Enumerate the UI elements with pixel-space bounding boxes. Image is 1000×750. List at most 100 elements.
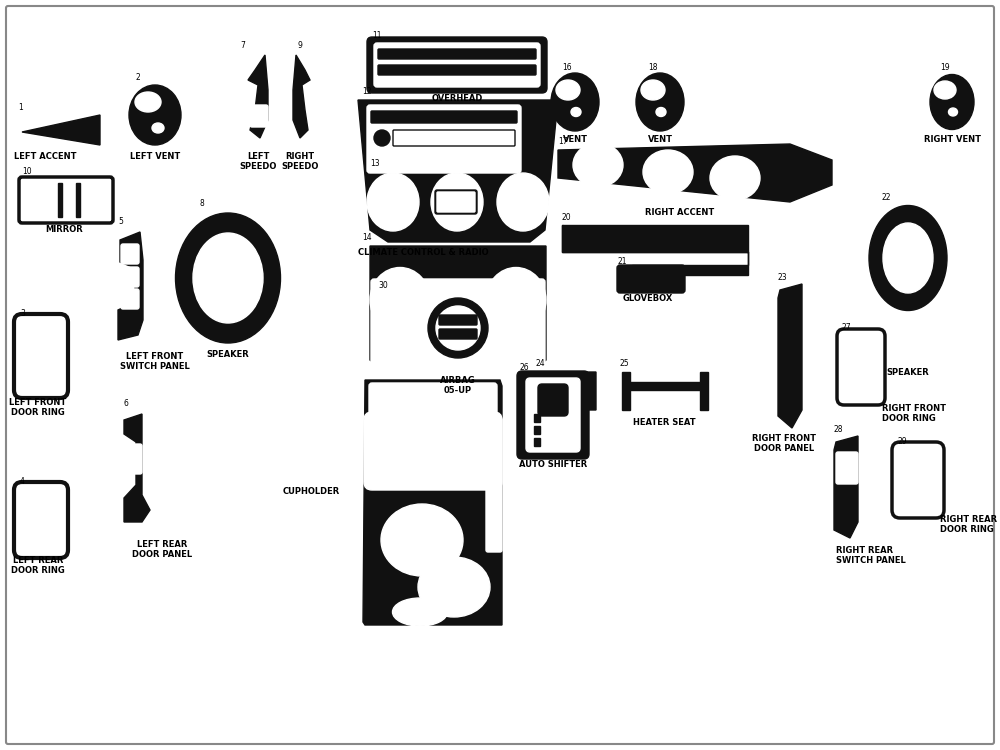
Ellipse shape — [641, 80, 665, 100]
Ellipse shape — [869, 206, 947, 310]
Polygon shape — [248, 55, 268, 138]
Text: 27: 27 — [842, 323, 852, 332]
Ellipse shape — [152, 123, 164, 133]
Polygon shape — [76, 183, 80, 217]
Text: LEFT FRONT
DOOR RING: LEFT FRONT DOOR RING — [9, 398, 67, 418]
FancyBboxPatch shape — [121, 244, 139, 264]
Text: MIRROR: MIRROR — [45, 225, 83, 234]
Text: 1: 1 — [18, 103, 23, 112]
Text: 4: 4 — [20, 477, 25, 486]
Polygon shape — [363, 380, 502, 625]
Text: 12: 12 — [362, 87, 372, 96]
Text: 14: 14 — [362, 233, 372, 242]
Text: VENT: VENT — [648, 135, 672, 144]
Text: 22: 22 — [882, 193, 892, 202]
FancyBboxPatch shape — [837, 329, 885, 405]
Text: LEFT ACCENT: LEFT ACCENT — [14, 152, 76, 161]
Text: SPEAKER: SPEAKER — [887, 368, 929, 377]
Text: 11: 11 — [372, 31, 382, 40]
Text: AIRBAG
05-UP: AIRBAG 05-UP — [440, 376, 476, 395]
FancyBboxPatch shape — [892, 442, 944, 518]
Text: 28: 28 — [834, 425, 844, 434]
Ellipse shape — [656, 107, 666, 116]
Text: LEFT VENT: LEFT VENT — [130, 152, 180, 161]
FancyBboxPatch shape — [371, 111, 517, 123]
FancyBboxPatch shape — [19, 177, 113, 223]
Ellipse shape — [392, 598, 448, 626]
FancyBboxPatch shape — [369, 383, 497, 417]
Polygon shape — [370, 246, 546, 372]
Text: RIGHT REAR
DOOR RING: RIGHT REAR DOOR RING — [940, 515, 997, 535]
Ellipse shape — [436, 306, 480, 350]
Text: LEFT REAR
DOOR RING: LEFT REAR DOOR RING — [11, 556, 65, 575]
FancyBboxPatch shape — [517, 371, 589, 459]
Ellipse shape — [556, 80, 580, 100]
FancyBboxPatch shape — [486, 418, 502, 552]
Polygon shape — [558, 144, 832, 202]
Text: 23: 23 — [778, 273, 788, 282]
FancyBboxPatch shape — [364, 412, 502, 490]
Text: 13: 13 — [370, 159, 380, 168]
FancyBboxPatch shape — [393, 130, 515, 146]
Text: 16: 16 — [562, 63, 572, 72]
Ellipse shape — [381, 504, 463, 576]
FancyBboxPatch shape — [617, 265, 685, 293]
FancyBboxPatch shape — [538, 384, 568, 416]
Polygon shape — [622, 372, 708, 410]
Ellipse shape — [418, 557, 490, 617]
Text: RIGHT FRONT
DOOR RING: RIGHT FRONT DOOR RING — [882, 404, 946, 424]
Text: GLOVEBOX: GLOVEBOX — [623, 294, 673, 303]
FancyBboxPatch shape — [836, 452, 858, 484]
Polygon shape — [562, 225, 748, 275]
Text: LEFT REAR
DOOR PANEL: LEFT REAR DOOR PANEL — [132, 540, 192, 560]
Ellipse shape — [374, 130, 390, 146]
Polygon shape — [562, 225, 748, 252]
FancyBboxPatch shape — [121, 289, 139, 309]
Text: 5: 5 — [118, 217, 123, 226]
Text: 29: 29 — [898, 437, 908, 446]
Text: 9: 9 — [298, 41, 303, 50]
Ellipse shape — [367, 173, 419, 231]
Ellipse shape — [930, 74, 974, 130]
Ellipse shape — [370, 268, 430, 332]
Ellipse shape — [934, 81, 956, 99]
Text: HEATER SEAT: HEATER SEAT — [633, 418, 695, 427]
Text: AUTO SHIFTER: AUTO SHIFTER — [519, 460, 587, 469]
Polygon shape — [778, 284, 802, 428]
FancyBboxPatch shape — [367, 37, 547, 93]
Ellipse shape — [710, 156, 760, 200]
FancyBboxPatch shape — [439, 329, 477, 339]
FancyBboxPatch shape — [250, 105, 268, 127]
Text: LEFT
SPEEDO: LEFT SPEEDO — [239, 152, 277, 172]
Text: CLIMATE CONTROL & RADIO: CLIMATE CONTROL & RADIO — [358, 248, 489, 257]
Ellipse shape — [431, 173, 483, 231]
Text: RIGHT ACCENT: RIGHT ACCENT — [645, 208, 715, 217]
FancyBboxPatch shape — [367, 105, 521, 173]
Text: LEFT FRONT
SWITCH PANEL: LEFT FRONT SWITCH PANEL — [120, 352, 190, 371]
Text: 30: 30 — [378, 281, 388, 290]
Text: 6: 6 — [124, 399, 129, 408]
FancyBboxPatch shape — [437, 192, 475, 212]
Text: 15: 15 — [364, 367, 374, 376]
FancyBboxPatch shape — [14, 314, 68, 398]
Polygon shape — [293, 55, 310, 138]
Polygon shape — [58, 183, 62, 217]
Ellipse shape — [883, 223, 933, 293]
FancyBboxPatch shape — [378, 49, 536, 59]
Text: RIGHT REAR
SWITCH PANEL: RIGHT REAR SWITCH PANEL — [836, 546, 906, 566]
Ellipse shape — [643, 150, 693, 194]
FancyBboxPatch shape — [124, 444, 142, 474]
Text: 26: 26 — [520, 363, 530, 372]
Polygon shape — [358, 100, 558, 242]
Ellipse shape — [428, 298, 488, 358]
Ellipse shape — [444, 285, 472, 315]
Text: 21: 21 — [618, 257, 628, 266]
Ellipse shape — [551, 73, 599, 131]
Ellipse shape — [193, 233, 263, 323]
Text: SPEAKER: SPEAKER — [207, 350, 249, 359]
Polygon shape — [124, 414, 150, 522]
Ellipse shape — [176, 213, 280, 343]
Ellipse shape — [497, 173, 549, 231]
FancyBboxPatch shape — [374, 43, 540, 87]
Polygon shape — [534, 426, 540, 434]
